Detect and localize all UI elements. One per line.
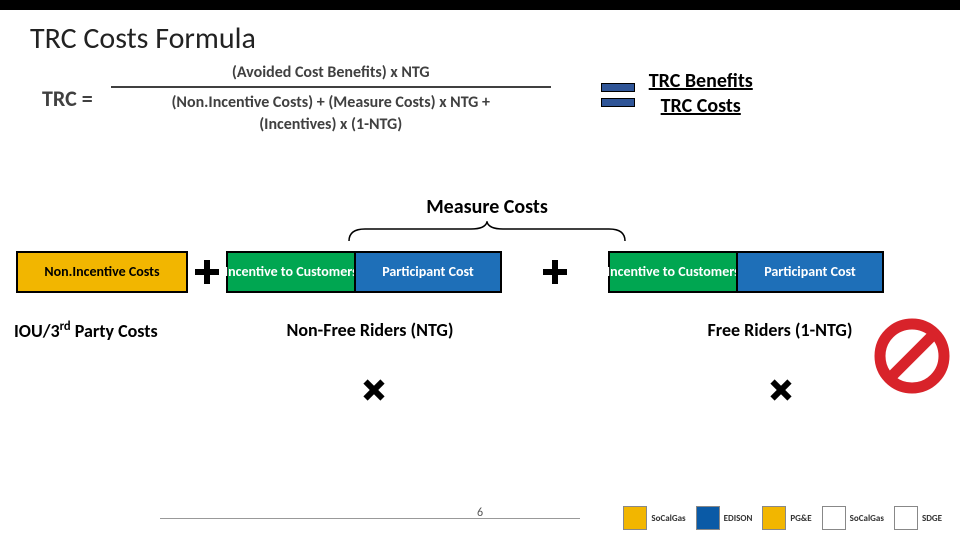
ratio-block: TRC Benefits TRC Costs	[649, 69, 753, 119]
ratio-top: TRC Benefits	[649, 69, 753, 94]
equals-icon	[601, 83, 635, 107]
box-incentive-1: Incentive to Customers	[226, 251, 354, 293]
denom-line2: (Incentives) x (1-NTG)	[259, 115, 402, 134]
multiply-icon	[362, 378, 386, 402]
box-incentive-2: Incentive to Customers	[608, 251, 736, 293]
label-iou: IOU/3rd Party Costs	[0, 319, 210, 342]
formula-numerator: (Avoided Cost Benefits) x NTG	[232, 63, 430, 86]
plus-icon	[194, 259, 220, 285]
multiply-row	[0, 378, 960, 407]
brace	[14, 221, 960, 243]
logo-edison: EDISON	[696, 506, 753, 530]
box-nonincentive: Non.Incentive Costs	[16, 251, 188, 293]
logo-pg&e: PG&E	[762, 506, 811, 530]
measure-costs-label: Measure Costs	[14, 195, 960, 219]
denom-line1: (Non.Incentive Costs) + (Measure Costs) …	[171, 93, 490, 112]
top-bar	[0, 0, 960, 10]
logo-socalgas: SoCalGas	[623, 506, 685, 530]
page-title: TRC Costs Formula	[0, 10, 960, 57]
formula-row: TRC = (Avoided Cost Benefits) x NTG (Non…	[0, 57, 960, 135]
plus-icon	[542, 259, 568, 285]
logo-strip: SoCalGas EDISON PG&E SoCalGas SDGE	[623, 506, 942, 530]
multiply-icon	[769, 378, 793, 402]
box-participant-2: Participant Cost	[736, 251, 884, 293]
ratio-bottom: TRC Costs	[649, 94, 753, 119]
pair-free: Incentive to Customers Participant Cost	[608, 251, 884, 293]
formula-fraction: (Avoided Cost Benefits) x NTG (Non.Incen…	[111, 63, 551, 135]
pair-nonfree: Incentive to Customers Participant Cost	[226, 251, 502, 293]
labels-row: IOU/3rd Party Costs Non-Free Riders (NTG…	[0, 319, 960, 342]
formula-denominator: (Non.Incentive Costs) + (Measure Costs) …	[171, 88, 490, 135]
formula-lhs: TRC =	[42, 63, 93, 112]
prohibit-icon	[874, 318, 950, 394]
label-nonfree: Non-Free Riders (NTG)	[210, 319, 530, 342]
logo-socalgas: SoCalGas	[822, 506, 884, 530]
diagram-row: Non.Incentive Costs Incentive to Custome…	[0, 251, 960, 293]
logo-sdge: SDGE	[894, 506, 942, 530]
footer-rule	[160, 518, 580, 519]
box-participant-1: Participant Cost	[354, 251, 502, 293]
